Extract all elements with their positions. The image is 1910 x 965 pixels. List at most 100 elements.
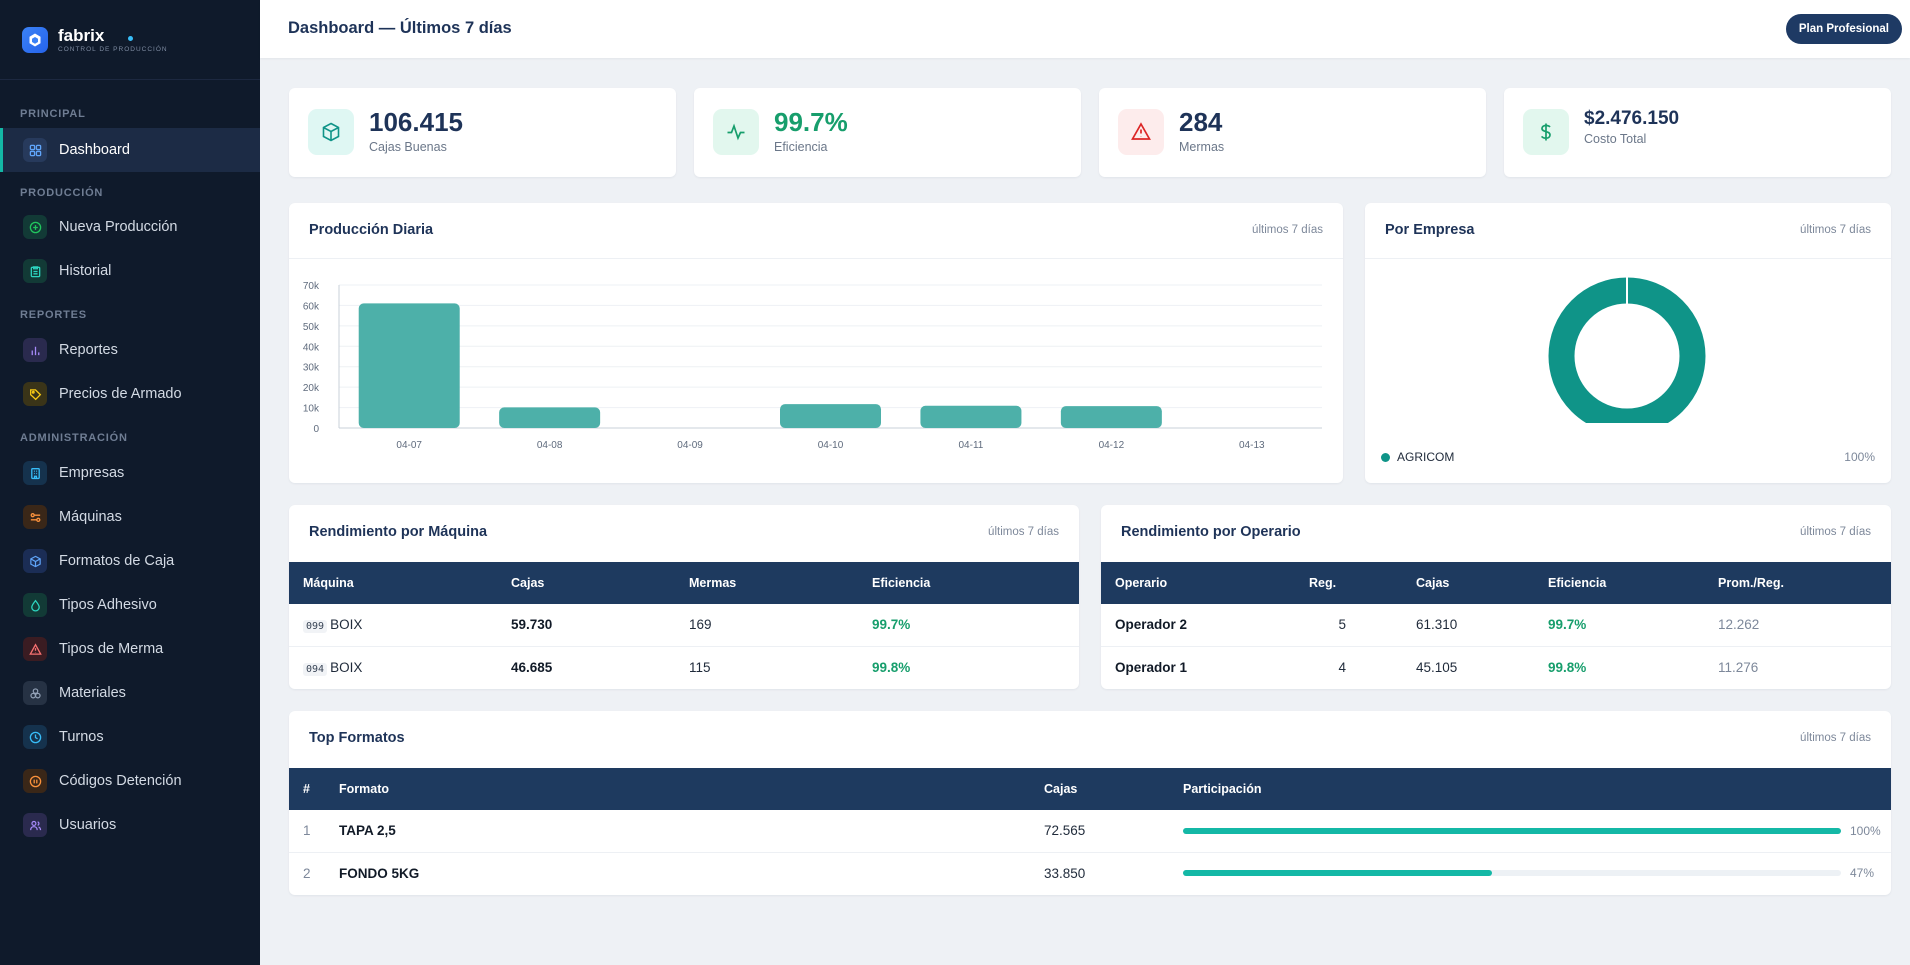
sidebar-item-label: Formatos de Caja [59, 553, 175, 569]
section-produccion: PRODUCCIÓN [20, 187, 104, 199]
panel-title: Producción Diaria [309, 222, 434, 238]
promedio-cell: 11.276 [1718, 659, 1759, 675]
sidebar-item-materiales[interactable]: Materiales [0, 671, 260, 715]
table-row[interactable]: Operador 1 4 45.105 99.8% 11.276 [1101, 646, 1891, 688]
column-header[interactable]: Cajas [1416, 562, 1548, 604]
column-header[interactable]: Reg. [1309, 562, 1416, 604]
table-row[interactable]: 2 FONDO 5KG 33.850 47% [289, 852, 1891, 894]
cajas-cell: 61.310 [1416, 604, 1548, 647]
format-name-cell: FONDO 5KG [339, 865, 420, 881]
column-header[interactable]: Máquina [289, 562, 511, 604]
sidebar-item-tipos-de-merma[interactable]: Tipos de Merma [0, 627, 260, 671]
sidebar-item-tipos-adhesivo[interactable]: Tipos Adhesivo [0, 583, 260, 627]
table-row[interactable]: 099 BOIX 59.730 169 99.7% [289, 604, 1079, 647]
section-principal: PRINCIPAL [20, 108, 86, 120]
bar-04-07[interactable] [358, 303, 460, 428]
table-row[interactable]: 1 TAPA 2,5 72.565 100% [289, 810, 1891, 853]
sidebar-item-nueva-produccion[interactable]: Nueva Producción [0, 205, 260, 249]
table-row[interactable]: 094 BOIX 46.685 115 99.8% [289, 646, 1079, 688]
operator-name-cell: Operador 1 [1115, 659, 1188, 675]
sidebar-item-label: Reportes [59, 342, 118, 358]
wrench-icon [23, 505, 47, 529]
y-tick-label: 20k [303, 383, 320, 394]
rank-cell: 2 [303, 865, 311, 881]
x-tick-label: 04-09 [677, 440, 703, 451]
panel-subtitle: últimos 7 días [1800, 732, 1871, 744]
column-header[interactable]: Prom./Reg. [1718, 562, 1891, 604]
y-tick-label: 10k [303, 404, 320, 415]
x-tick-label: 04-10 [818, 440, 844, 451]
bar-04-10[interactable] [780, 404, 881, 428]
x-tick-label: 04-07 [396, 440, 422, 451]
column-header[interactable]: Participación [1183, 768, 1891, 810]
sidebar-item-reportes[interactable]: Reportes [0, 328, 260, 372]
sidebar-item-dashboard[interactable]: Dashboard [0, 128, 260, 172]
y-tick-label: 30k [303, 363, 320, 374]
daily-production-panel: Producción Diaria últimos 7 días 0 10k 20k… [289, 203, 1343, 483]
kpi-label: Mermas [1179, 140, 1225, 154]
x-tick-label: 04-12 [1099, 440, 1125, 451]
column-header[interactable]: Eficiencia [1548, 562, 1718, 604]
alert-triangle-icon [1118, 109, 1164, 155]
box-icon [23, 549, 47, 573]
participation-percent: 100% [1850, 823, 1881, 838]
sidebar-item-label: Dashboard [59, 142, 130, 158]
sidebar-item-label: Usuarios [59, 817, 117, 833]
table-header-row: Operario Reg. Cajas Eficiencia Prom./Reg… [1101, 562, 1891, 604]
kpi-value: $2.476.150 [1584, 108, 1680, 129]
sidebar-item-label: Tipos Adhesivo [59, 597, 157, 613]
section-reportes: REPORTES [20, 309, 87, 321]
sidebar-item-empresas[interactable]: Empresas [0, 451, 260, 495]
cajas-cell: 72.565 [1044, 810, 1183, 853]
panel-title: Por Empresa [1385, 222, 1475, 238]
x-tick-label: 04-13 [1239, 440, 1265, 451]
column-header[interactable]: # [289, 768, 339, 810]
donut-slice-agricom[interactable] [1548, 277, 1706, 423]
y-tick-label: 60k [303, 301, 320, 312]
plan-button[interactable]: Plan Profesional [1785, 14, 1902, 44]
cajas-cell: 33.850 [1044, 865, 1086, 881]
format-name-cell: TAPA 2,5 [339, 810, 1044, 853]
sidebar-item-label: Materiales [59, 685, 126, 701]
panel-subtitle: últimos 7 días [1252, 224, 1323, 236]
progress-fill [1183, 827, 1841, 834]
bar-chart-icon [23, 338, 47, 362]
company-panel: Por Empresa últimos 7 días AGRICOM 100% [1365, 203, 1891, 483]
sidebar-item-formatos-de-caja[interactable]: Formatos de Caja [0, 539, 260, 583]
eficiencia-cell: 99.8% [1548, 659, 1587, 675]
kpi-card-costo-total: $2.476.150 Costo Total [1504, 88, 1891, 177]
y-tick-label: 70k [303, 281, 320, 292]
sidebar-item-label: Turnos [59, 729, 104, 745]
column-header[interactable]: Formato [339, 768, 1044, 810]
sidebar-item-precios-de-armado[interactable]: Precios de Armado [0, 372, 260, 416]
progress-track [1183, 870, 1841, 877]
column-header[interactable]: Eficiencia [872, 562, 1079, 604]
bar-04-08[interactable] [499, 407, 601, 428]
layers-icon [23, 681, 47, 705]
promedio-cell: 12.262 [1718, 604, 1891, 647]
column-header[interactable]: Cajas [1044, 768, 1183, 810]
kpi-card-mermas: 284 Mermas [1099, 88, 1486, 177]
sidebar-item-usuarios[interactable]: Usuarios [0, 803, 260, 847]
box-icon [308, 109, 354, 155]
bar-04-12[interactable] [1060, 406, 1162, 428]
status-dot [128, 36, 133, 41]
kpi-label: Costo Total [1584, 132, 1647, 146]
sidebar-item-historial[interactable]: Historial [0, 249, 260, 293]
bar-04-11[interactable] [920, 405, 1022, 428]
section-administracion: ADMINISTRACIÓN [20, 432, 128, 444]
sidebar: fabrix CONTROL DE PRODUCCIÓN PRINCIPAL D… [0, 0, 260, 965]
column-header[interactable]: Operario [1101, 562, 1309, 604]
sidebar-item-turnos[interactable]: Turnos [0, 715, 260, 759]
table-header-row: # Formato Cajas Participación [289, 768, 1891, 810]
column-header[interactable]: Cajas [511, 562, 689, 604]
participation-cell: 47% [1183, 852, 1891, 894]
sidebar-item-codigos-detencion[interactable]: Códigos Detención [0, 759, 260, 803]
sidebar-item-maquinas[interactable]: Máquinas [0, 495, 260, 539]
droplet-icon [23, 593, 47, 617]
brand[interactable]: fabrix CONTROL DE PRODUCCIÓN [0, 0, 260, 80]
table-row[interactable]: Operador 2 5 61.310 99.7% 12.262 [1101, 604, 1891, 647]
column-header[interactable]: Mermas [689, 562, 872, 604]
progress-fill [1183, 870, 1493, 877]
sidebar-item-label: Máquinas [59, 509, 122, 525]
